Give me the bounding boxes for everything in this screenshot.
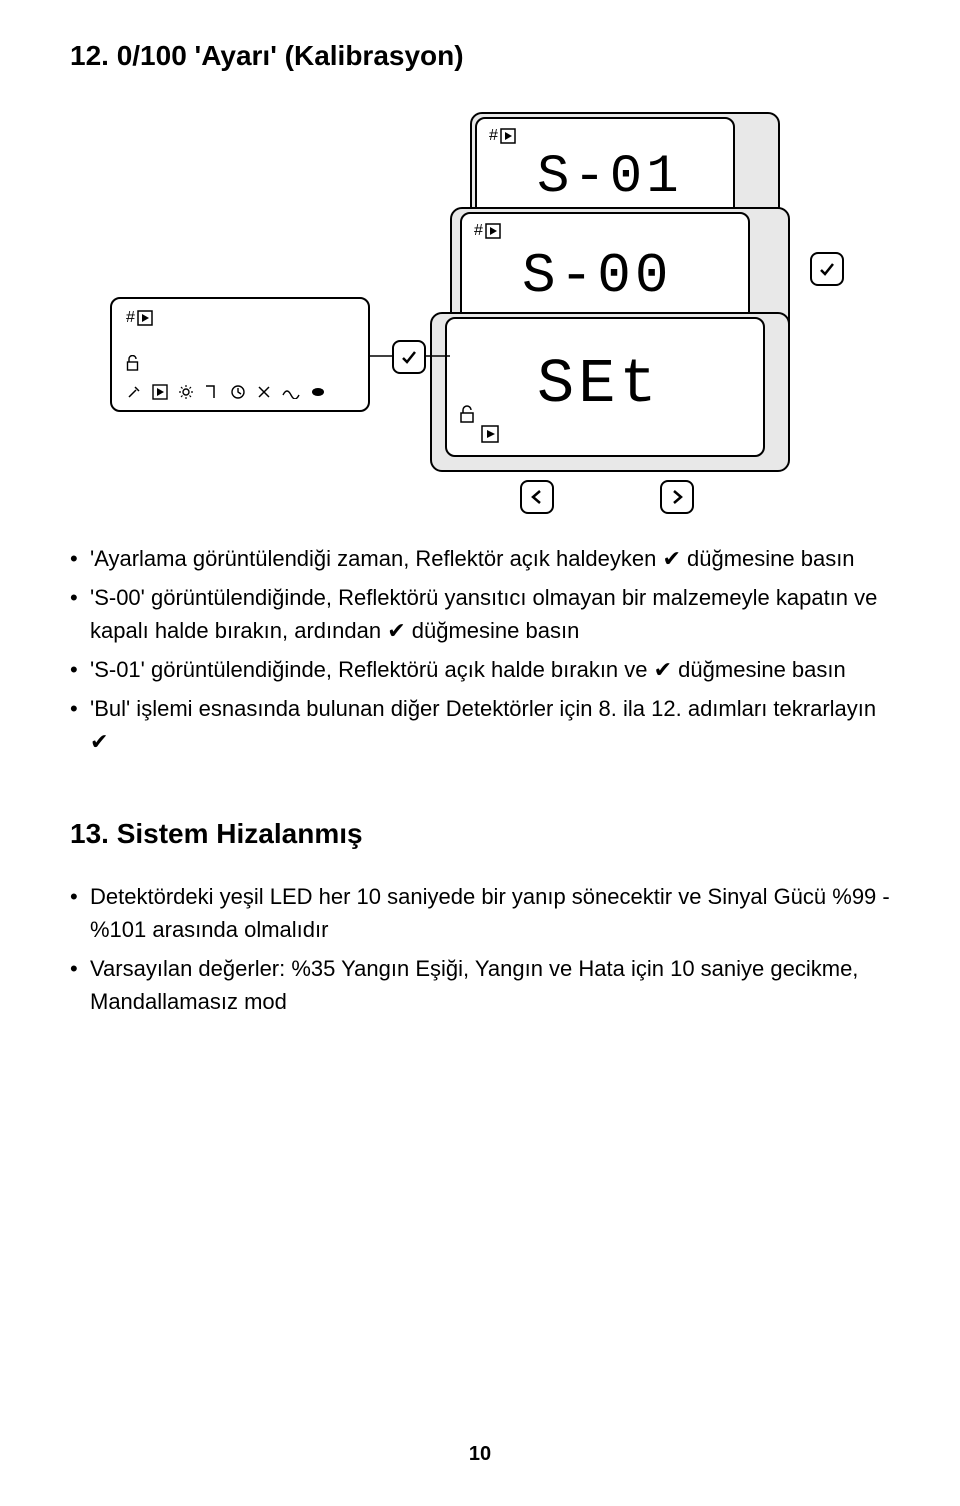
check-icon bbox=[818, 260, 836, 278]
chevron-right-icon bbox=[668, 488, 686, 506]
tool-icon bbox=[126, 384, 142, 400]
check-button-right[interactable] bbox=[810, 252, 844, 286]
play-box-icon bbox=[137, 310, 153, 326]
hash-char: # bbox=[474, 222, 483, 240]
lock-open-icon bbox=[126, 355, 140, 371]
list-item: 'S-00' görüntülendiğinde, Reflektörü yan… bbox=[70, 581, 890, 647]
lcd-inner-set: SEt bbox=[445, 317, 765, 457]
cross-icon bbox=[256, 384, 272, 400]
section-13-bullets: Detektördeki yeşil LED her 10 saniyede b… bbox=[70, 880, 890, 1018]
right-arrow-button[interactable] bbox=[660, 480, 694, 514]
left-arrow-button[interactable] bbox=[520, 480, 554, 514]
hash-icon-s01: # bbox=[489, 127, 516, 145]
sun-icon bbox=[178, 384, 194, 400]
list-item: 'Ayarlama görüntülendiği zaman, Reflektö… bbox=[70, 542, 890, 575]
play-box-icon bbox=[500, 128, 516, 144]
hash-char: # bbox=[489, 127, 498, 145]
section-12-heading: 12. 0/100 'Ayarı' (Kalibrasyon) bbox=[70, 40, 890, 72]
lcd-text-set: SEt bbox=[537, 349, 661, 420]
corner-icon bbox=[204, 384, 220, 400]
section-13-heading: 13. Sistem Hizalanmış bbox=[70, 818, 890, 850]
hash-char: # bbox=[126, 309, 135, 327]
list-item: Detektördeki yeşil LED her 10 saniyede b… bbox=[70, 880, 890, 946]
hash-icon-s00: # bbox=[474, 222, 501, 240]
play-box-icon bbox=[152, 384, 168, 400]
icon-row bbox=[126, 384, 326, 400]
blob-icon bbox=[310, 386, 326, 398]
lcd-text-s01: S-01 bbox=[537, 147, 683, 208]
wave-icon bbox=[282, 385, 300, 399]
section-12-bullets: 'Ayarlama görüntülendiği zaman, Reflektö… bbox=[70, 542, 890, 758]
play-box-icon bbox=[481, 425, 499, 443]
lock-open-icon bbox=[459, 405, 475, 423]
chevron-left-icon bbox=[528, 488, 546, 506]
lcd-text-s00: S-00 bbox=[522, 244, 672, 308]
list-item: Varsayılan değerler: %35 Yangın Eşiği, Y… bbox=[70, 952, 890, 1018]
play-box-icon bbox=[485, 223, 501, 239]
check-icon bbox=[400, 348, 418, 366]
list-item: 'S-01' görüntülendiğinde, Reflektörü açı… bbox=[70, 653, 890, 686]
clock-icon bbox=[230, 384, 246, 400]
lcd-small-left: # bbox=[110, 297, 370, 412]
check-button-mid[interactable] bbox=[392, 340, 426, 374]
calibration-diagram: # S-01 # S-00 SEt bbox=[70, 102, 890, 502]
hash-icon-left: # bbox=[126, 309, 153, 327]
list-item: 'Bul' işlemi esnasında bulunan diğer Det… bbox=[70, 692, 890, 758]
page-number: 10 bbox=[469, 1443, 491, 1466]
